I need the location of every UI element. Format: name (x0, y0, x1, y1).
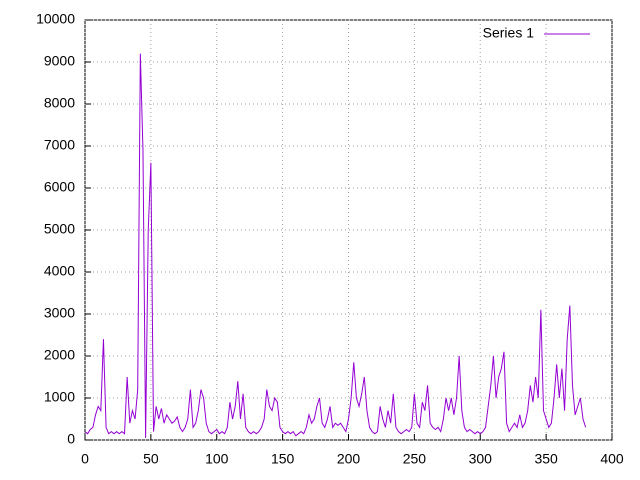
y-tick-label: 8000 (44, 95, 75, 111)
x-tick-label: 100 (205, 451, 229, 467)
y-tick-label: 10000 (36, 11, 75, 27)
x-tick-label: 300 (469, 451, 493, 467)
y-tick-label: 0 (67, 431, 75, 447)
y-tick-label: 2000 (44, 347, 75, 363)
y-tick-label: 7000 (44, 137, 75, 153)
x-tick-label: 350 (534, 451, 558, 467)
x-tick-label: 400 (600, 451, 624, 467)
legend-label: Series 1 (483, 25, 535, 41)
y-tick-label: 5000 (44, 221, 75, 237)
x-tick-label: 50 (143, 451, 159, 467)
x-tick-label: 200 (337, 451, 361, 467)
y-tick-label: 9000 (44, 53, 75, 69)
y-tick-label: 1000 (44, 389, 75, 405)
x-tick-label: 150 (271, 451, 295, 467)
y-tick-label: 3000 (44, 305, 75, 321)
y-tick-label: 6000 (44, 179, 75, 195)
x-tick-label: 0 (81, 451, 89, 467)
y-tick-label: 4000 (44, 263, 75, 279)
data-line (84, 53, 587, 438)
x-tick-label: 250 (403, 451, 427, 467)
